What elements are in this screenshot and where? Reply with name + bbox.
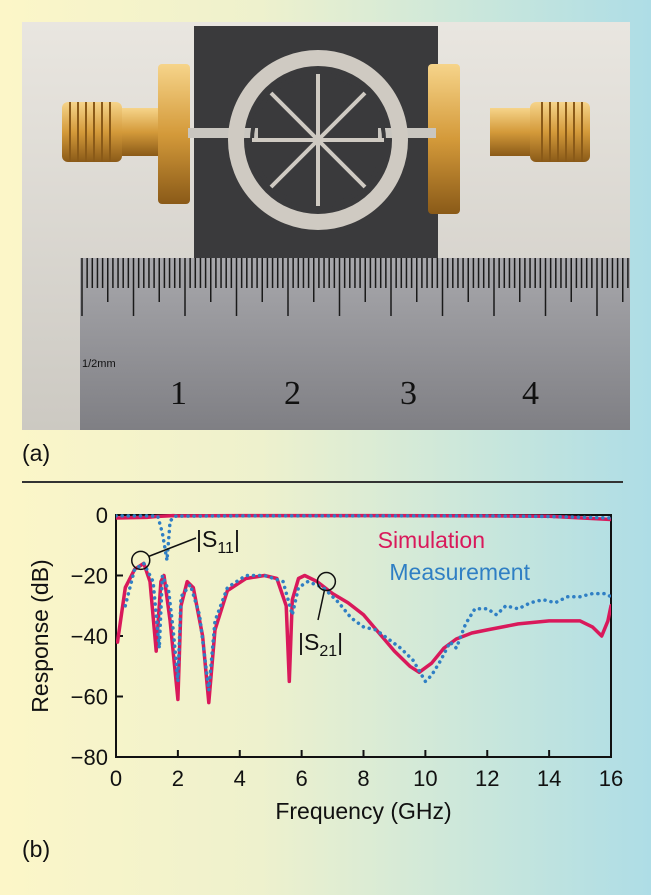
left-connector [62,64,190,204]
x-axis-label: Frequency (GHz) [275,798,451,824]
panel-label-b: (b) [22,836,51,862]
circular-resonator [228,50,408,230]
x-tick-label: 2 [172,766,184,791]
s21-leader-line [317,590,326,621]
filter-photo: 1/2mm 1 2 3 4 [22,22,630,430]
x-tick-label: 8 [357,766,369,791]
ruler-number-3: 3 [400,375,417,412]
legend-simulation: Simulation [378,527,485,553]
s11-annotation: |S11| [196,526,240,557]
s11-leader-line [148,537,197,558]
x-tick-label: 12 [475,766,499,791]
ruler-unit-label: 1/2mm [82,358,116,370]
x-tick-label: 16 [599,766,623,791]
y-axis-label: Response (dB) [27,559,53,712]
x-tick-label: 14 [537,766,561,791]
ruler-number-4: 4 [522,375,539,412]
ruler-number-2: 2 [284,375,301,412]
panel-label-a: (a) [22,440,51,466]
s11-marker-circle [131,550,151,571]
s21-marker-circle [316,571,337,592]
x-tick-label: 10 [413,766,437,791]
measurement-s11-line [116,514,611,563]
ruler: 1/2mm 1 2 3 4 [80,258,630,430]
right-connector [428,64,590,214]
simulation-s21-line [116,561,611,705]
x-tick-label: 4 [234,766,246,791]
legend-measurement: Measurement [389,559,530,585]
ruler-number-1: 1 [170,375,187,412]
x-tick-label: 6 [296,766,308,791]
y-tick-label: 0 [96,503,108,528]
plot-frame [115,514,612,758]
x-tick-label: 0 [110,766,122,791]
response-chart: 0 2 4 6 8 10 12 14 16 0 −20 −40 −60 −80 Frequency (GH… [27,503,623,824]
s21-annotation: |S21| [298,629,343,660]
y-tick-label: −20 [71,564,108,589]
y-tick-label: −60 [71,685,108,710]
measurement-s21-line [123,561,611,693]
y-tick-label: −80 [71,745,108,770]
panel-divider [22,481,623,483]
y-tick-label: −40 [71,624,108,649]
